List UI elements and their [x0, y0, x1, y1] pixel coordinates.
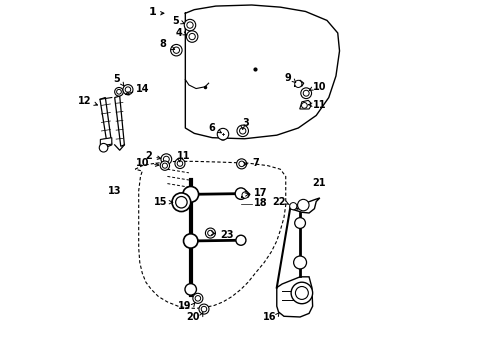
Circle shape — [201, 306, 206, 312]
Circle shape — [99, 143, 108, 152]
Circle shape — [175, 197, 187, 208]
Circle shape — [295, 287, 308, 300]
Circle shape — [162, 163, 167, 168]
Text: 1: 1 — [148, 7, 156, 17]
Circle shape — [186, 31, 198, 42]
Text: 7: 7 — [252, 158, 259, 168]
Circle shape — [235, 235, 245, 245]
Text: 22: 22 — [271, 197, 285, 207]
Circle shape — [290, 282, 312, 304]
Text: 10: 10 — [136, 158, 149, 168]
Circle shape — [242, 192, 248, 198]
Circle shape — [205, 228, 215, 238]
Text: 5: 5 — [172, 17, 179, 27]
Circle shape — [293, 256, 306, 269]
Circle shape — [289, 203, 296, 210]
Circle shape — [184, 19, 195, 31]
Polygon shape — [276, 277, 312, 317]
Circle shape — [125, 87, 130, 93]
Text: 6: 6 — [208, 123, 215, 133]
Circle shape — [294, 218, 305, 228]
Circle shape — [172, 193, 190, 212]
Text: 16: 16 — [262, 312, 276, 322]
Text: 17: 17 — [253, 188, 266, 198]
Polygon shape — [115, 96, 124, 146]
Circle shape — [183, 234, 198, 248]
Circle shape — [207, 230, 213, 236]
Circle shape — [184, 284, 196, 295]
Circle shape — [192, 293, 203, 303]
Text: 14: 14 — [136, 84, 149, 94]
Circle shape — [219, 133, 226, 140]
Text: 15: 15 — [154, 197, 167, 207]
Circle shape — [199, 304, 208, 314]
Circle shape — [297, 199, 308, 211]
Circle shape — [188, 33, 195, 40]
Text: 18: 18 — [253, 198, 266, 208]
Text: 2: 2 — [145, 150, 152, 161]
Text: 4: 4 — [175, 28, 182, 38]
Text: 5: 5 — [113, 74, 120, 84]
Circle shape — [303, 90, 308, 96]
Circle shape — [183, 186, 198, 202]
Text: 23: 23 — [220, 230, 233, 239]
Text: 11: 11 — [312, 100, 325, 110]
Text: 11: 11 — [177, 150, 190, 161]
Circle shape — [235, 188, 246, 199]
Text: 13: 13 — [107, 186, 121, 197]
Circle shape — [161, 154, 171, 165]
Text: 10: 10 — [313, 82, 326, 92]
Circle shape — [175, 158, 184, 168]
Text: 8: 8 — [159, 40, 166, 49]
Circle shape — [294, 80, 301, 87]
Text: 3: 3 — [242, 118, 249, 128]
Circle shape — [239, 128, 245, 134]
Circle shape — [122, 85, 133, 95]
Text: 9: 9 — [284, 73, 290, 83]
Text: 20: 20 — [186, 312, 199, 322]
Circle shape — [186, 22, 193, 28]
Circle shape — [300, 88, 311, 99]
Circle shape — [170, 44, 182, 56]
Polygon shape — [100, 138, 112, 146]
Circle shape — [217, 129, 228, 140]
Circle shape — [195, 296, 200, 301]
Text: 12: 12 — [78, 96, 91, 106]
Circle shape — [238, 161, 244, 167]
Circle shape — [173, 47, 179, 53]
Circle shape — [163, 156, 169, 162]
Polygon shape — [299, 100, 310, 109]
Polygon shape — [100, 98, 112, 147]
Circle shape — [236, 159, 246, 169]
Text: 19: 19 — [178, 301, 191, 311]
Text: 21: 21 — [312, 178, 325, 188]
Circle shape — [177, 161, 183, 166]
Circle shape — [237, 125, 248, 136]
Circle shape — [115, 87, 123, 96]
Circle shape — [160, 161, 169, 170]
Circle shape — [116, 89, 121, 94]
Polygon shape — [290, 198, 319, 213]
Circle shape — [301, 103, 306, 108]
